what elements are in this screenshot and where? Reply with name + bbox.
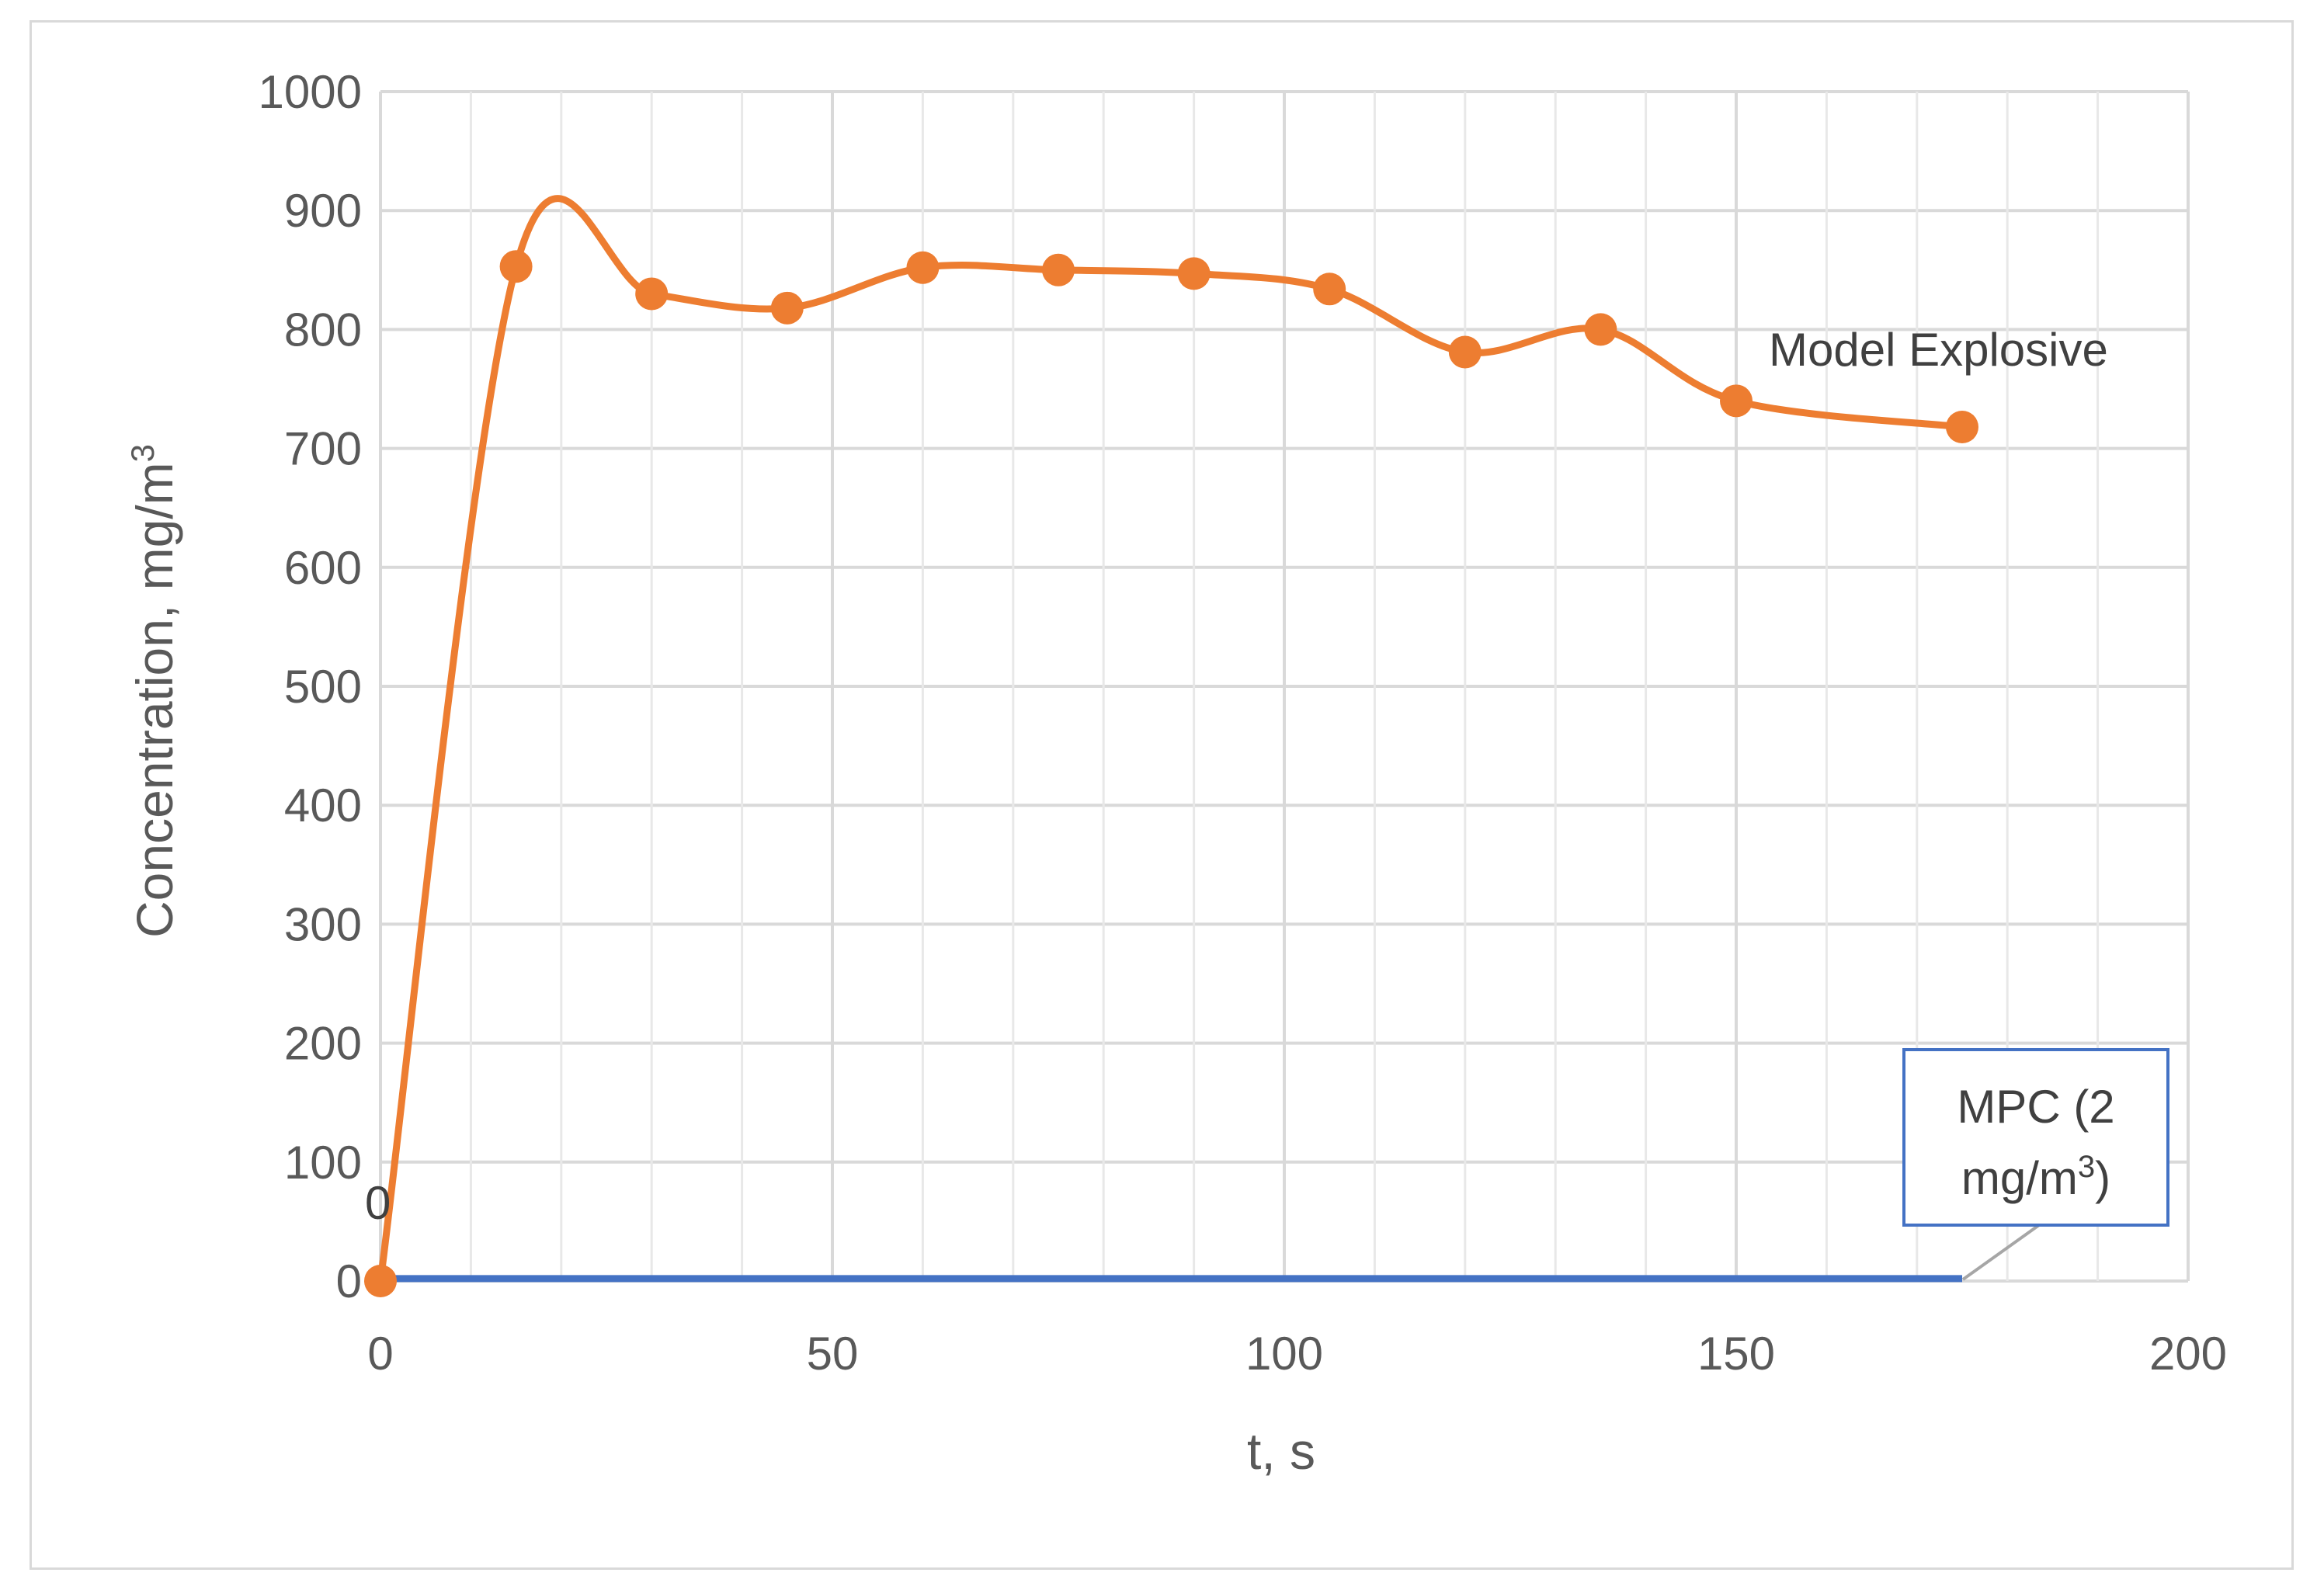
x-tick-label: 100 [1245, 1328, 1323, 1380]
x-axis-title: t, s [1247, 1422, 1315, 1480]
mpc-close-paren: ) [2095, 1152, 2110, 1204]
mpc-unit-superscript: 3 [2078, 1150, 2095, 1184]
y-axis-title-superscript: 3 [124, 444, 161, 462]
y-tick-label: 700 [284, 423, 362, 475]
model-explosive-point [1313, 273, 1346, 306]
y-axis-title: Concentration, mg/m3 [124, 444, 183, 938]
model-explosive-point [635, 277, 669, 311]
x-tick-label: 0 [367, 1328, 393, 1380]
x-tick-label: 50 [807, 1328, 859, 1380]
y-tick-label: 1000 [259, 66, 362, 118]
model-explosive-line [377, 195, 1963, 1282]
series-layer [364, 195, 1978, 1297]
y-tick-label: 400 [284, 779, 362, 831]
model-explosive-point [1720, 384, 1753, 418]
model-explosive-label: Model Explosive [1769, 324, 2108, 376]
mpc-callout-leader [1961, 1224, 2041, 1281]
model-explosive-point [499, 250, 533, 283]
model-explosive-point [1584, 313, 1617, 346]
x-tick-label: 200 [2149, 1328, 2227, 1380]
y-axis-title-text: Concentration, mg/m [126, 462, 183, 938]
mpc-callout-line1: MPC (2 [1957, 1081, 2114, 1133]
y-tick-label: 0 [336, 1255, 362, 1307]
y-tick-label: 600 [284, 542, 362, 594]
x-tick-label: 150 [1697, 1328, 1775, 1380]
model-explosive-point [1042, 253, 1075, 286]
model-explosive-point [1177, 257, 1211, 290]
model-explosive-point [1448, 335, 1482, 369]
y-tick-label: 800 [284, 304, 362, 356]
model-explosive-point [1946, 411, 1978, 444]
model-explosive-point [364, 1265, 397, 1297]
model-explosive-point [770, 291, 804, 325]
mpc-callout-line2: mg/m3) [1961, 1150, 2110, 1204]
model-explosive-point [906, 251, 940, 284]
mpc-callout-box [1902, 1048, 2169, 1227]
mpc-unit-text: mg/m [1961, 1152, 2078, 1204]
zero-data-label: 0 [365, 1177, 391, 1229]
y-tick-label: 100 [284, 1137, 362, 1189]
y-tick-label: 900 [284, 185, 362, 237]
y-tick-label: 300 [284, 898, 362, 950]
y-tick-label: 200 [284, 1018, 362, 1070]
y-tick-label: 500 [284, 661, 362, 713]
